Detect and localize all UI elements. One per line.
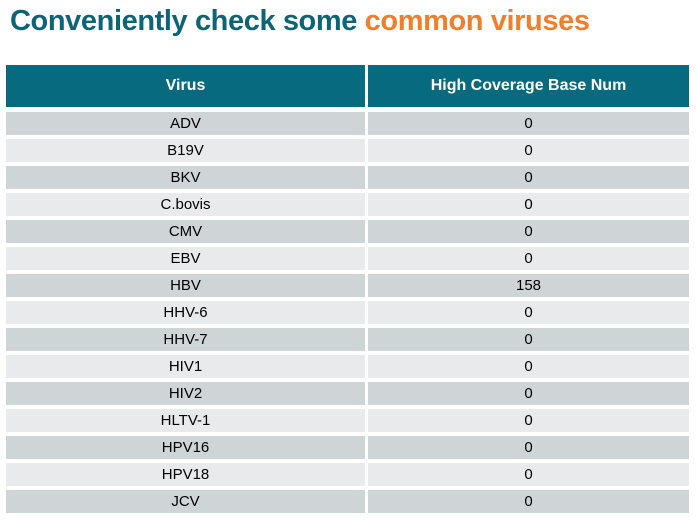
table-row: CMV 0 xyxy=(6,220,689,244)
coverage-value-cell: 0 xyxy=(368,490,689,514)
virus-name-cell: HIV2 xyxy=(6,382,365,406)
table-row: HBV 158 xyxy=(6,274,689,298)
coverage-value-cell: 0 xyxy=(368,463,689,487)
coverage-value-cell: 0 xyxy=(368,247,689,271)
virus-coverage-table: Virus High Coverage Base Num ADV 0 B19V 0 BK… xyxy=(6,65,689,514)
table-row: BKV 0 xyxy=(6,166,689,190)
coverage-value-cell: 0 xyxy=(368,139,689,163)
coverage-value-cell: 0 xyxy=(368,220,689,244)
coverage-value-cell: 0 xyxy=(368,382,689,406)
column-header-virus: Virus xyxy=(6,65,365,108)
table-row: HHV-6 0 xyxy=(6,301,689,325)
table-body: ADV 0 B19V 0 BKV 0 C.bovis 0 CMV 0 EBV 0 HBV 158 HHV-6… xyxy=(6,112,689,514)
coverage-value-cell: 158 xyxy=(368,274,689,298)
table-row: C.bovis 0 xyxy=(6,193,689,217)
virus-name-cell: HPV16 xyxy=(6,436,365,460)
title-teal-part: Conveniently check some xyxy=(10,5,357,37)
table-row: HIV2 0 xyxy=(6,382,689,406)
coverage-value-cell: 0 xyxy=(368,409,689,433)
page-title: Conveniently check some common viruses xyxy=(0,0,696,38)
virus-name-cell: B19V xyxy=(6,139,365,163)
coverage-value-cell: 0 xyxy=(368,436,689,460)
table-row: JCV 0 xyxy=(6,490,689,514)
table-row: ADV 0 xyxy=(6,112,689,136)
virus-name-cell: HHV-7 xyxy=(6,328,365,352)
table-row: B19V 0 xyxy=(6,139,689,163)
virus-name-cell: BKV xyxy=(6,166,365,190)
table-row: HPV16 0 xyxy=(6,436,689,460)
coverage-value-cell: 0 xyxy=(368,166,689,190)
virus-name-cell: HLTV-1 xyxy=(6,409,365,433)
coverage-value-cell: 0 xyxy=(368,112,689,136)
title-orange-part: common viruses xyxy=(364,5,590,37)
table-row: EBV 0 xyxy=(6,247,689,271)
coverage-value-cell: 0 xyxy=(368,355,689,379)
virus-name-cell: ADV xyxy=(6,112,365,136)
virus-name-cell: JCV xyxy=(6,490,365,514)
table-row: HPV18 0 xyxy=(6,463,689,487)
column-header-high-coverage-base-num: High Coverage Base Num xyxy=(368,65,689,108)
virus-name-cell: HHV-6 xyxy=(6,301,365,325)
coverage-value-cell: 0 xyxy=(368,328,689,352)
virus-name-cell: CMV xyxy=(6,220,365,244)
virus-name-cell: EBV xyxy=(6,247,365,271)
coverage-value-cell: 0 xyxy=(368,301,689,325)
table-row: HHV-7 0 xyxy=(6,328,689,352)
virus-name-cell: C.bovis xyxy=(6,193,365,217)
coverage-value-cell: 0 xyxy=(368,193,689,217)
table-row: HLTV-1 0 xyxy=(6,409,689,433)
table-header-row: Virus High Coverage Base Num xyxy=(6,65,689,108)
virus-name-cell: HBV xyxy=(6,274,365,298)
virus-name-cell: HPV18 xyxy=(6,463,365,487)
virus-name-cell: HIV1 xyxy=(6,355,365,379)
table-row: HIV1 0 xyxy=(6,355,689,379)
